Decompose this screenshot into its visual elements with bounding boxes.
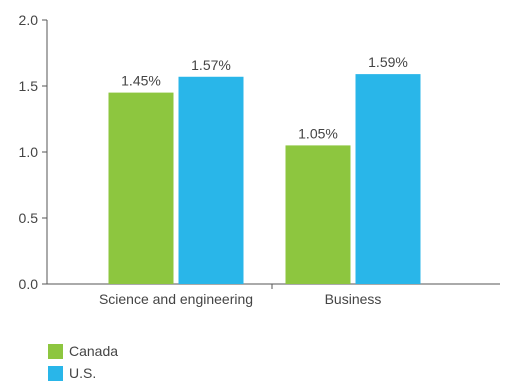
legend-item-canada: Canada bbox=[48, 340, 118, 362]
y-tick-label: 2.0 bbox=[19, 12, 39, 28]
bar-us bbox=[178, 76, 244, 284]
chart-legend: Canada U.S. bbox=[48, 340, 118, 384]
y-axis-ticks: 0.0 0.5 1.0 1.5 2.0 bbox=[19, 12, 47, 292]
y-tick-label: 0.0 bbox=[19, 276, 39, 292]
legend-item-us: U.S. bbox=[48, 362, 118, 384]
bar-canada bbox=[108, 92, 174, 284]
bar-canada bbox=[285, 145, 351, 284]
legend-label-canada: Canada bbox=[69, 343, 119, 359]
bar-data-label: 1.59% bbox=[368, 54, 408, 70]
legend-swatch-canada bbox=[48, 343, 63, 359]
bar-data-label: 1.45% bbox=[121, 73, 161, 89]
bar-data-labels: 1.45% 1.57% 1.05% 1.59% bbox=[121, 54, 408, 141]
bar-chart: 0.0 0.5 1.0 1.5 2.0 1.45% 1.57% 1.05% 1.59% Sci… bbox=[19, 12, 500, 307]
legend-swatch-us bbox=[48, 365, 63, 381]
x-tick-label: Science and engineering bbox=[99, 291, 253, 307]
x-axis-labels: Science and engineering Business bbox=[99, 291, 381, 307]
bar-data-label: 1.57% bbox=[191, 57, 231, 73]
x-tick-label: Business bbox=[325, 291, 382, 307]
bar-data-label: 1.05% bbox=[298, 125, 338, 141]
y-tick-label: 0.5 bbox=[19, 210, 39, 226]
chart-bars bbox=[108, 74, 421, 285]
y-tick-label: 1.5 bbox=[19, 78, 39, 94]
y-tick-label: 1.0 bbox=[19, 144, 39, 160]
bar-us bbox=[355, 74, 421, 285]
legend-label-us: U.S. bbox=[69, 365, 97, 381]
